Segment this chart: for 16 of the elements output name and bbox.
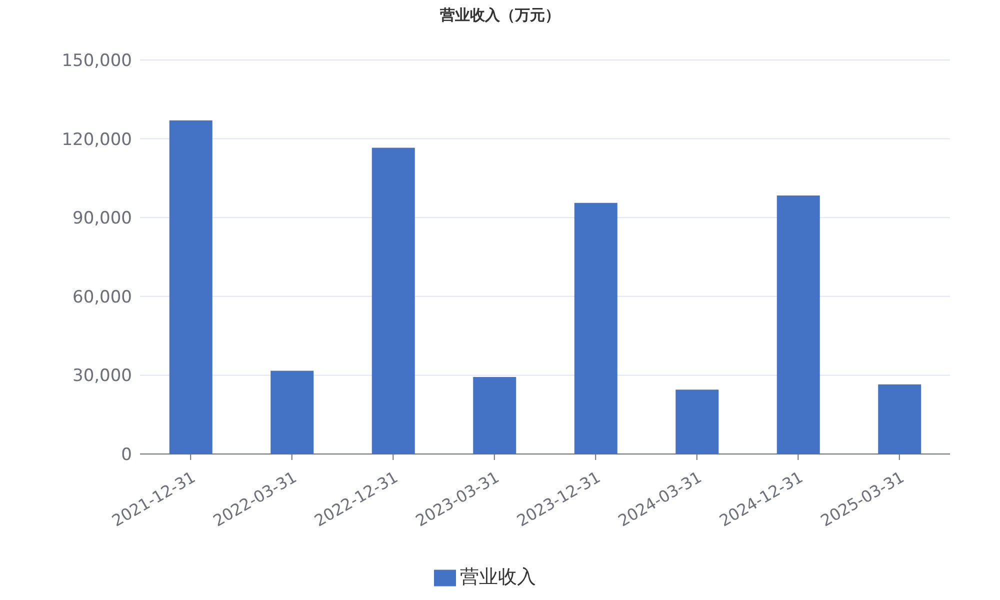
bar <box>270 370 314 454</box>
bar <box>676 390 719 454</box>
bar <box>372 148 415 454</box>
chart-title: 营业收入（万元） <box>439 6 561 25</box>
y-tick-label: 0 <box>121 445 132 466</box>
y-tick-label: 90,000 <box>72 208 132 229</box>
bar <box>473 377 516 454</box>
y-tick-label: 120,000 <box>62 130 132 150</box>
y-tick-label: 150,000 <box>62 51 132 72</box>
y-tick-label: 30,000 <box>72 366 132 386</box>
bar <box>574 202 618 454</box>
legend-label: 营业收入 <box>460 566 536 588</box>
y-tick-label: 60,000 <box>72 287 132 308</box>
bar <box>169 120 212 454</box>
bar <box>878 384 922 454</box>
bar <box>776 196 820 454</box>
